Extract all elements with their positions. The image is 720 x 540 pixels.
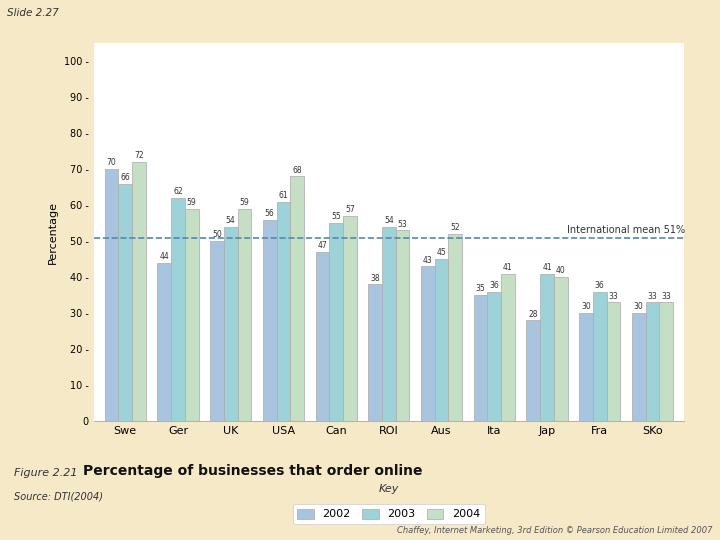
Text: Key: Key bbox=[379, 484, 399, 494]
Bar bbox=[554, 277, 567, 421]
Text: 50: 50 bbox=[212, 231, 222, 239]
Bar bbox=[158, 263, 171, 421]
Text: 53: 53 bbox=[397, 220, 408, 228]
Text: 33: 33 bbox=[647, 292, 657, 301]
Text: 28: 28 bbox=[528, 309, 538, 319]
Text: 33: 33 bbox=[608, 292, 618, 301]
Bar bbox=[382, 227, 396, 421]
Bar bbox=[171, 198, 185, 421]
Bar bbox=[290, 177, 304, 421]
Bar bbox=[501, 274, 515, 421]
Text: 59: 59 bbox=[240, 198, 249, 207]
Text: Percentage of businesses that order online: Percentage of businesses that order onli… bbox=[83, 464, 423, 478]
Text: 56: 56 bbox=[265, 209, 274, 218]
Text: Chaffey, Internet Marketing, 3rd Edition © Pearson Education Limited 2007: Chaffey, Internet Marketing, 3rd Edition… bbox=[397, 525, 713, 535]
Bar bbox=[132, 162, 145, 421]
Bar bbox=[343, 216, 356, 421]
Bar bbox=[315, 252, 329, 421]
Text: 54: 54 bbox=[384, 216, 394, 225]
Text: 40: 40 bbox=[556, 266, 565, 275]
Text: Figure 2.21: Figure 2.21 bbox=[14, 468, 85, 478]
Text: 36: 36 bbox=[490, 281, 499, 290]
Text: Slide 2.27: Slide 2.27 bbox=[7, 8, 59, 18]
Bar bbox=[579, 313, 593, 421]
Text: 59: 59 bbox=[186, 198, 197, 207]
Y-axis label: Percentage: Percentage bbox=[48, 201, 58, 264]
Text: 55: 55 bbox=[331, 212, 341, 221]
Text: 45: 45 bbox=[436, 248, 446, 258]
Text: 54: 54 bbox=[226, 216, 235, 225]
Bar bbox=[368, 285, 382, 421]
Text: 33: 33 bbox=[661, 292, 671, 301]
Bar bbox=[449, 234, 462, 421]
Text: 30: 30 bbox=[634, 302, 644, 312]
Text: 36: 36 bbox=[595, 281, 605, 290]
Bar bbox=[396, 231, 410, 421]
Bar bbox=[593, 292, 606, 421]
Bar bbox=[185, 209, 199, 421]
Text: 61: 61 bbox=[279, 191, 288, 200]
Text: 68: 68 bbox=[292, 166, 302, 174]
Text: 38: 38 bbox=[370, 274, 380, 282]
Text: 70: 70 bbox=[107, 158, 117, 167]
Bar bbox=[632, 313, 646, 421]
Bar bbox=[606, 302, 620, 421]
Text: 44: 44 bbox=[159, 252, 169, 261]
Bar bbox=[263, 220, 276, 421]
Text: International mean 51%: International mean 51% bbox=[567, 225, 685, 235]
Bar bbox=[210, 241, 224, 421]
Text: 41: 41 bbox=[542, 263, 552, 272]
Bar bbox=[474, 295, 487, 421]
Bar bbox=[435, 259, 449, 421]
Text: 35: 35 bbox=[476, 285, 485, 293]
Text: Source: DTI(2004): Source: DTI(2004) bbox=[14, 491, 104, 501]
Bar bbox=[118, 184, 132, 421]
Bar bbox=[224, 227, 238, 421]
Text: 52: 52 bbox=[451, 223, 460, 232]
Text: 47: 47 bbox=[318, 241, 328, 250]
Bar bbox=[487, 292, 501, 421]
Bar bbox=[526, 320, 540, 421]
Text: 57: 57 bbox=[345, 205, 355, 214]
Text: 72: 72 bbox=[134, 151, 144, 160]
Bar bbox=[421, 266, 435, 421]
Bar bbox=[329, 223, 343, 421]
Bar bbox=[540, 274, 554, 421]
Bar bbox=[104, 169, 118, 421]
Bar bbox=[238, 209, 251, 421]
Text: 41: 41 bbox=[503, 263, 513, 272]
Bar bbox=[646, 302, 660, 421]
Text: 30: 30 bbox=[581, 302, 591, 312]
Bar bbox=[276, 201, 290, 421]
Legend: 2002, 2003, 2004: 2002, 2003, 2004 bbox=[292, 504, 485, 524]
Text: 62: 62 bbox=[173, 187, 183, 196]
Bar bbox=[660, 302, 673, 421]
Text: 66: 66 bbox=[120, 173, 130, 182]
Text: 43: 43 bbox=[423, 255, 433, 265]
